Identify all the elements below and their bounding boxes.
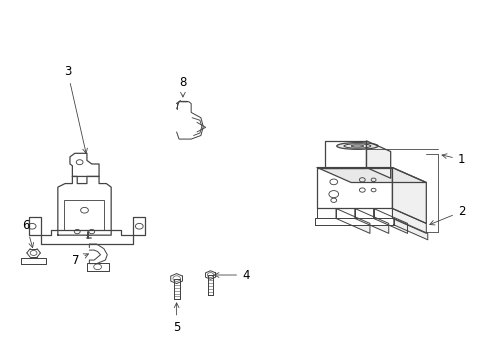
Polygon shape xyxy=(317,167,391,208)
Text: 8: 8 xyxy=(179,76,186,97)
Polygon shape xyxy=(208,275,213,294)
Text: 2: 2 xyxy=(429,205,465,225)
Polygon shape xyxy=(29,217,41,235)
Polygon shape xyxy=(393,219,427,240)
Polygon shape xyxy=(133,217,145,235)
Text: 7: 7 xyxy=(72,253,88,266)
Polygon shape xyxy=(41,230,133,244)
Polygon shape xyxy=(366,141,390,178)
Polygon shape xyxy=(335,208,369,233)
Polygon shape xyxy=(391,208,426,233)
Polygon shape xyxy=(21,258,45,264)
Polygon shape xyxy=(314,219,393,225)
Ellipse shape xyxy=(336,143,377,149)
Text: 4: 4 xyxy=(214,269,249,282)
Polygon shape xyxy=(373,208,391,219)
Polygon shape xyxy=(373,208,407,233)
Polygon shape xyxy=(173,279,179,299)
Text: 6: 6 xyxy=(22,219,34,248)
Polygon shape xyxy=(391,167,426,224)
Polygon shape xyxy=(317,167,426,183)
Polygon shape xyxy=(87,263,108,271)
Polygon shape xyxy=(89,244,107,264)
Polygon shape xyxy=(354,208,388,233)
Polygon shape xyxy=(354,208,373,219)
Text: 5: 5 xyxy=(173,303,180,334)
Polygon shape xyxy=(317,208,335,219)
Polygon shape xyxy=(205,271,215,279)
Polygon shape xyxy=(170,274,182,284)
Polygon shape xyxy=(70,153,99,176)
Text: 1: 1 xyxy=(441,153,465,166)
Bar xyxy=(64,199,104,230)
Polygon shape xyxy=(176,102,203,139)
Polygon shape xyxy=(58,176,111,235)
Text: 3: 3 xyxy=(64,65,87,153)
Polygon shape xyxy=(325,141,366,167)
Polygon shape xyxy=(335,208,354,219)
